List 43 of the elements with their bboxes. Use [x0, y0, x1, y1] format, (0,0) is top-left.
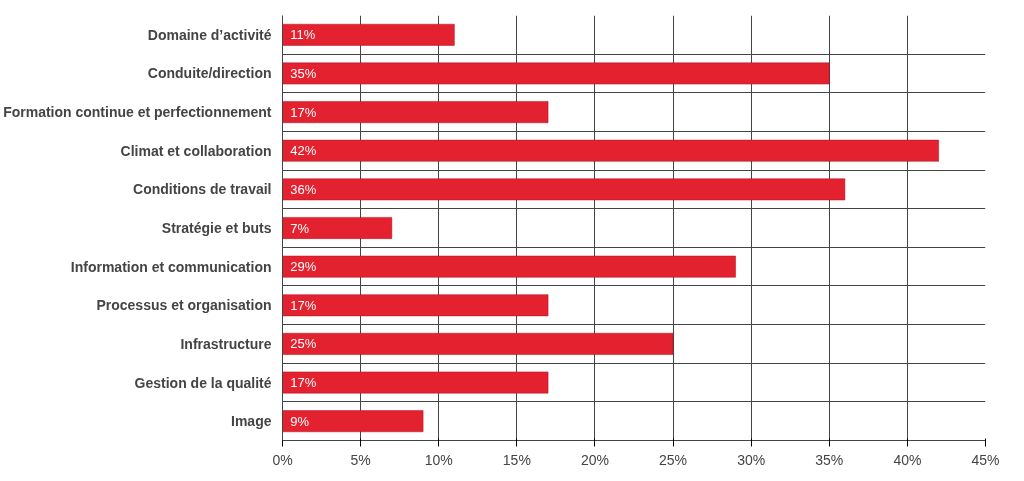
x-tick-label: 45% — [971, 451, 1000, 468]
data-label: 7% — [290, 220, 310, 236]
y-tick-label: Gestion de la qualité — [134, 374, 272, 391]
data-label: 17% — [290, 297, 317, 313]
y-tick-label: Conduite/direction — [147, 65, 272, 82]
data-label: 36% — [290, 181, 317, 197]
x-tick-label: 10% — [424, 451, 453, 468]
bar — [282, 371, 549, 394]
data-label: 42% — [290, 143, 317, 159]
bar — [282, 62, 830, 85]
x-tick-label: 25% — [659, 451, 688, 468]
bar — [282, 294, 549, 317]
data-label: 17% — [290, 104, 317, 120]
data-label: 9% — [290, 413, 310, 429]
bar — [282, 101, 549, 123]
x-tick-label: 5% — [350, 451, 371, 468]
bar — [282, 23, 455, 46]
y-tick-label: Image — [231, 413, 272, 430]
x-tick-label: 30% — [737, 451, 766, 468]
y-tick-label: Processus et organisation — [96, 297, 272, 314]
y-tick-label: Conditions de travail — [133, 181, 272, 198]
y-tick-label: Climat et collaboration — [120, 142, 272, 159]
data-label: 11% — [290, 27, 316, 43]
bar — [282, 178, 846, 201]
data-label: 35% — [290, 65, 317, 81]
bar — [282, 255, 736, 278]
data-label: 25% — [290, 336, 317, 352]
bar — [282, 410, 424, 433]
x-tick-label: 40% — [893, 451, 922, 468]
y-tick-label: Formation continue et perfectionnement — [3, 104, 272, 121]
bar — [282, 333, 674, 355]
x-tick-label: 0% — [272, 451, 293, 468]
bar — [282, 217, 393, 239]
y-tick-label: Stratégie et buts — [161, 220, 272, 236]
data-label: 29% — [290, 259, 317, 275]
x-tick-label: 20% — [580, 451, 609, 468]
y-tick-label: Infrastructure — [180, 335, 272, 352]
x-tick-label: 15% — [502, 451, 531, 468]
y-tick-label: Information et communication — [70, 258, 272, 275]
y-tick-label: Domaine d’activité — [147, 26, 272, 43]
bar — [282, 139, 939, 162]
x-tick-label: 35% — [815, 451, 844, 468]
data-label: 17% — [290, 375, 317, 391]
